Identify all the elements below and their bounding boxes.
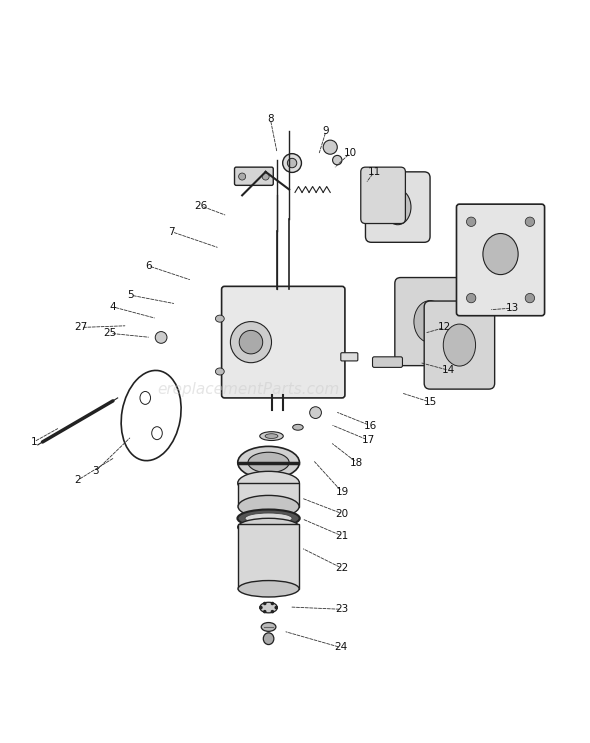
Text: 22: 22: [335, 563, 349, 573]
Circle shape: [467, 293, 476, 303]
Circle shape: [323, 140, 337, 155]
FancyBboxPatch shape: [424, 301, 494, 389]
FancyBboxPatch shape: [365, 172, 430, 242]
Circle shape: [271, 610, 274, 614]
Text: 15: 15: [424, 397, 437, 407]
Text: 18: 18: [350, 458, 363, 467]
FancyBboxPatch shape: [372, 357, 402, 367]
Text: 11: 11: [368, 167, 381, 177]
Text: 10: 10: [343, 148, 357, 158]
Ellipse shape: [238, 519, 299, 536]
Ellipse shape: [263, 633, 274, 645]
Ellipse shape: [245, 513, 292, 524]
Text: 20: 20: [336, 509, 349, 519]
Text: 13: 13: [506, 303, 519, 313]
Circle shape: [310, 406, 322, 418]
Ellipse shape: [287, 158, 297, 168]
Ellipse shape: [293, 424, 303, 430]
Text: 19: 19: [335, 487, 349, 497]
Ellipse shape: [248, 452, 289, 473]
Text: 14: 14: [442, 366, 455, 375]
Circle shape: [333, 155, 342, 165]
FancyBboxPatch shape: [395, 278, 466, 366]
Circle shape: [263, 610, 267, 614]
Ellipse shape: [265, 434, 278, 438]
Ellipse shape: [283, 154, 301, 172]
Text: 6: 6: [145, 261, 152, 270]
Ellipse shape: [391, 197, 405, 218]
FancyBboxPatch shape: [341, 353, 358, 361]
Circle shape: [525, 217, 535, 227]
Ellipse shape: [260, 603, 277, 613]
Ellipse shape: [261, 623, 276, 632]
FancyBboxPatch shape: [234, 167, 273, 185]
Ellipse shape: [237, 510, 300, 527]
Circle shape: [271, 602, 274, 606]
Text: 21: 21: [335, 531, 349, 541]
Text: 3: 3: [92, 467, 99, 476]
Ellipse shape: [443, 324, 476, 366]
Text: 1: 1: [30, 437, 37, 447]
Text: 26: 26: [195, 201, 208, 211]
Ellipse shape: [483, 233, 518, 275]
Text: 27: 27: [74, 322, 87, 332]
Circle shape: [231, 322, 271, 363]
Circle shape: [262, 173, 269, 180]
Text: 5: 5: [127, 291, 134, 300]
Text: 7: 7: [168, 227, 175, 237]
Text: 2: 2: [74, 475, 81, 485]
Circle shape: [525, 293, 535, 303]
Circle shape: [263, 602, 267, 606]
Ellipse shape: [260, 432, 283, 441]
Ellipse shape: [238, 580, 299, 597]
Text: 23: 23: [335, 604, 349, 614]
Text: 24: 24: [334, 643, 348, 652]
Ellipse shape: [385, 189, 411, 224]
FancyBboxPatch shape: [360, 167, 405, 224]
Ellipse shape: [238, 496, 299, 518]
Circle shape: [238, 173, 245, 180]
Text: 12: 12: [438, 322, 451, 332]
Text: 8: 8: [267, 114, 274, 124]
Ellipse shape: [215, 315, 224, 322]
Text: 25: 25: [103, 328, 117, 338]
Text: 4: 4: [110, 302, 116, 312]
Text: 17: 17: [362, 435, 375, 445]
Ellipse shape: [238, 447, 299, 478]
Text: 9: 9: [323, 126, 329, 136]
Bar: [238, 524, 299, 588]
Text: ereplacementParts.com: ereplacementParts.com: [157, 382, 339, 397]
Circle shape: [467, 217, 476, 227]
Ellipse shape: [414, 301, 446, 343]
Circle shape: [239, 331, 263, 354]
Bar: [238, 483, 299, 507]
Circle shape: [155, 331, 167, 343]
Text: 16: 16: [363, 421, 377, 430]
Ellipse shape: [238, 471, 299, 495]
Circle shape: [259, 606, 263, 609]
FancyBboxPatch shape: [457, 204, 545, 316]
FancyBboxPatch shape: [222, 286, 345, 398]
Circle shape: [274, 606, 278, 609]
Ellipse shape: [215, 368, 224, 375]
